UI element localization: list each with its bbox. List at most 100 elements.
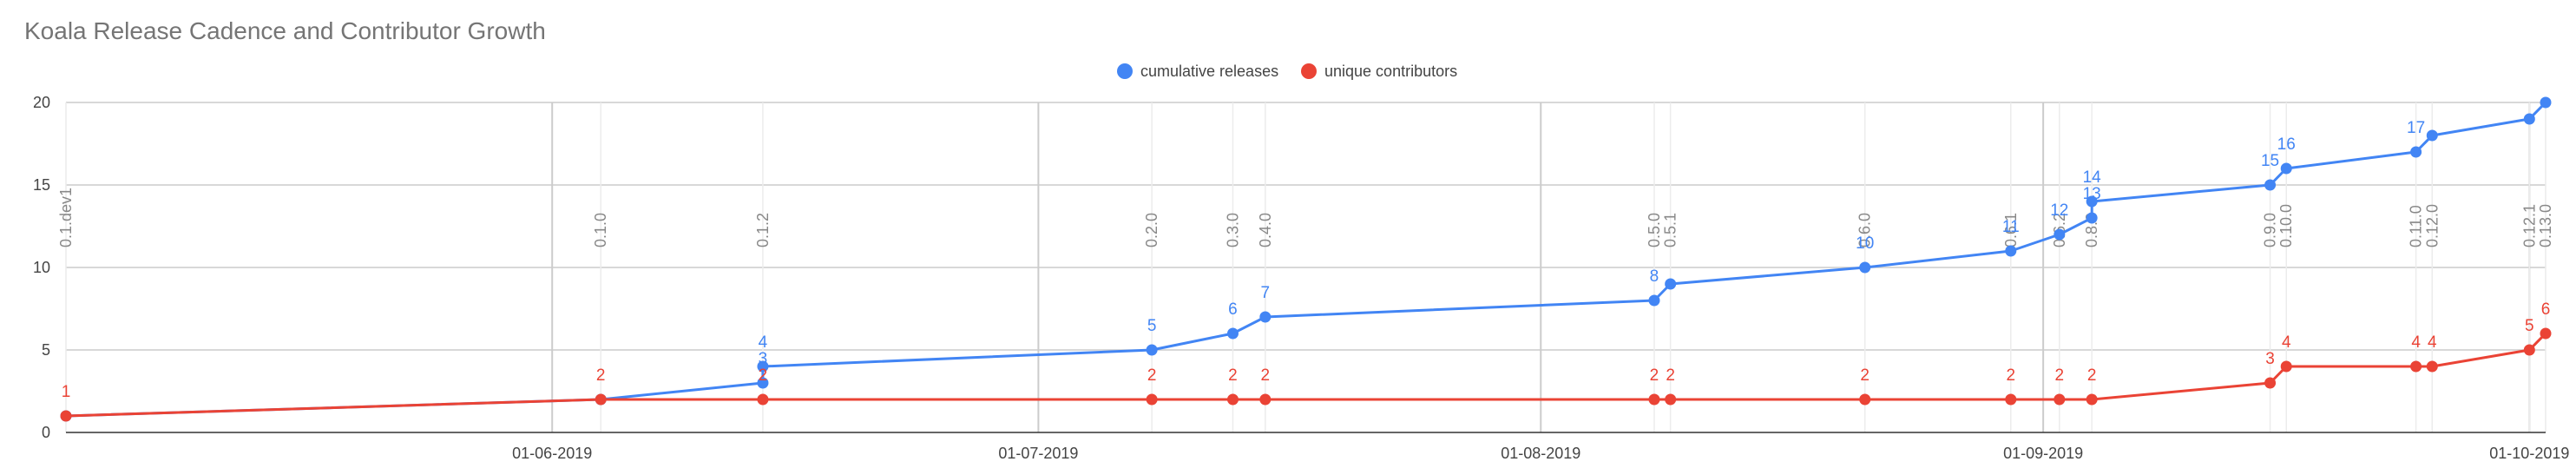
point-unique-contributors-5	[1259, 393, 1272, 406]
data-label-unique-contributors-5: 2	[1261, 366, 1271, 385]
data-label-unique-contributors-0: 1	[62, 383, 71, 401]
point-cumulative-releases-19	[2540, 96, 2552, 109]
gridlines	[66, 102, 2546, 432]
point-cumulative-releases-7	[1648, 294, 1660, 307]
annotation-label-0-10-0: 0.10.0	[2277, 204, 2295, 247]
point-cumulative-releases-3	[757, 360, 769, 373]
annotation-label-0-1-2: 0.1.2	[754, 213, 772, 247]
point-unique-contributors-14	[2410, 360, 2422, 373]
data-label-cumulative-releases-2: 3	[759, 350, 768, 368]
point-cumulative-releases-5	[1226, 327, 1239, 340]
data-label-unique-contributors-10: 2	[2055, 366, 2065, 385]
data-label-unique-contributors-13: 4	[2282, 333, 2291, 352]
data-label-cumulative-releases-12: 13	[2083, 185, 2101, 203]
point-unique-contributors-7	[1665, 393, 1677, 406]
annotation-label-0-12-0: 0.12.0	[2423, 204, 2441, 247]
data-label-cumulative-releases-11: 12	[2050, 201, 2068, 220]
point-unique-contributors-16	[2523, 344, 2535, 356]
data-label-unique-contributors-12: 3	[2265, 350, 2275, 368]
point-unique-contributors-0	[60, 410, 72, 422]
data-label-unique-contributors-8: 2	[1860, 366, 1870, 385]
point-cumulative-releases-4	[1146, 344, 1158, 356]
data-label-cumulative-releases-3: 4	[759, 333, 768, 352]
data-label-unique-contributors-3: 2	[1147, 366, 1157, 385]
point-cumulative-releases-11	[2054, 228, 2066, 241]
data-label-cumulative-releases-16: 17	[2407, 119, 2425, 137]
x-tick-label-01-06-2019: 01-06-2019	[512, 445, 592, 462]
point-unique-contributors-1	[595, 393, 607, 406]
data-label-cumulative-releases-4: 5	[1147, 317, 1157, 335]
y-tick-label-10: 10	[33, 259, 50, 276]
point-unique-contributors-15	[2426, 360, 2438, 373]
data-label-unique-contributors-9: 2	[2006, 366, 2015, 385]
point-unique-contributors-8	[1859, 393, 1871, 406]
point-cumulative-releases-17	[2426, 129, 2438, 142]
point-unique-contributors-4	[1226, 393, 1239, 406]
x-tick-label-01-09-2019: 01-09-2019	[2003, 445, 2083, 462]
legend[interactable]: cumulative releases unique contributors	[1117, 63, 1457, 80]
point-unique-contributors-3	[1146, 393, 1158, 406]
data-label-unique-contributors-4: 2	[1228, 366, 1238, 385]
data-label-unique-contributors-14: 4	[2411, 333, 2421, 352]
point-cumulative-releases-12	[2086, 212, 2098, 224]
x-tick-label-01-08-2019: 01-08-2019	[1501, 445, 1580, 462]
annotation-label-0-1-dev1: 0.1.dev1	[57, 188, 75, 247]
legend-label-unique-contributors: unique contributors	[1324, 63, 1457, 80]
annotation-label-0-1-0: 0.1.0	[592, 213, 609, 247]
point-cumulative-releases-6	[1259, 311, 1272, 323]
point-cumulative-releases-8	[1665, 278, 1677, 290]
data-label-cumulative-releases-9: 10	[1856, 234, 1874, 253]
data-label-cumulative-releases-7: 8	[1650, 267, 1659, 286]
legend-marker-cumulative-releases	[1117, 63, 1133, 79]
annotation-label-0-11-0: 0.11.0	[2408, 205, 2425, 247]
annotation-label-0-6-1: 0.6.1	[2002, 213, 2020, 247]
data-label-unique-contributors-2: 2	[759, 366, 768, 385]
data-label-cumulative-releases-15: 16	[2277, 135, 2296, 154]
y-tick-label-5: 5	[42, 341, 50, 359]
data-label-unique-contributors-6: 2	[1650, 366, 1659, 385]
series-line-unique-contributors	[65, 332, 2547, 418]
annotation-label-0-2-0: 0.2.0	[1143, 213, 1160, 247]
legend-label-cumulative-releases: cumulative releases	[1140, 63, 1278, 80]
release-annotations: 0.1.dev1 0.1.0 0.1.2 0.2.0 0.3.0 0.4.0 0.5.00.…	[57, 102, 2554, 432]
point-cumulative-releases-2	[757, 377, 769, 389]
series-layer	[60, 96, 2552, 422]
point-unique-contributors-10	[2054, 393, 2066, 406]
point-cumulative-releases-15	[2280, 162, 2292, 175]
data-label-unique-contributors-7: 2	[1666, 366, 1675, 385]
point-cumulative-releases-10	[2005, 245, 2017, 257]
data-label-unique-contributors-16: 5	[2525, 317, 2534, 335]
point-unique-contributors-2	[757, 393, 769, 406]
point-cumulative-releases-18	[2523, 113, 2535, 125]
annotation-label-0-9-0: 0.9.0	[2262, 213, 2279, 247]
point-cumulative-releases-16	[2410, 146, 2422, 158]
annotation-label-0-6-0: 0.6.0	[1856, 213, 1874, 247]
x-tick-label-01-10-2019: 01-10-2019	[2489, 445, 2569, 462]
point-unique-contributors-9	[2005, 393, 2017, 406]
y-tick-label-20: 20	[33, 94, 50, 111]
y-tick-label-15: 15	[33, 176, 50, 194]
point-unique-contributors-13	[2280, 360, 2292, 373]
data-label-cumulative-releases-13: 14	[2083, 168, 2102, 187]
point-cumulative-releases-14	[2264, 179, 2277, 191]
annotation-label-0-13-0: 0.13.0	[2537, 204, 2554, 247]
data-label-cumulative-releases-5: 6	[1228, 300, 1238, 319]
series-line-cumulative-releases	[65, 101, 2547, 418]
point-cumulative-releases-9	[1859, 261, 1871, 274]
annotation-label-0-4-0: 0.4.0	[1257, 213, 1274, 247]
data-label-unique-contributors-1: 2	[596, 366, 606, 385]
point-unique-contributors-12	[2264, 377, 2277, 389]
data-label-unique-contributors-15: 4	[2428, 333, 2437, 352]
data-label-unique-contributors-11: 2	[2087, 366, 2097, 385]
point-unique-contributors-6	[1648, 393, 1660, 406]
annotation-label-0-5-0: 0.5.0	[1646, 213, 1663, 247]
annotation-label-0-5-1: 0.5.1	[1662, 213, 1679, 247]
data-label-unique-contributors-17: 6	[2541, 300, 2551, 319]
y-tick-label-0: 0	[42, 424, 50, 441]
point-cumulative-releases-13	[2086, 195, 2098, 208]
data-label-cumulative-releases-6: 7	[1261, 284, 1271, 302]
x-tick-label-01-07-2019: 01-07-2019	[998, 445, 1078, 462]
